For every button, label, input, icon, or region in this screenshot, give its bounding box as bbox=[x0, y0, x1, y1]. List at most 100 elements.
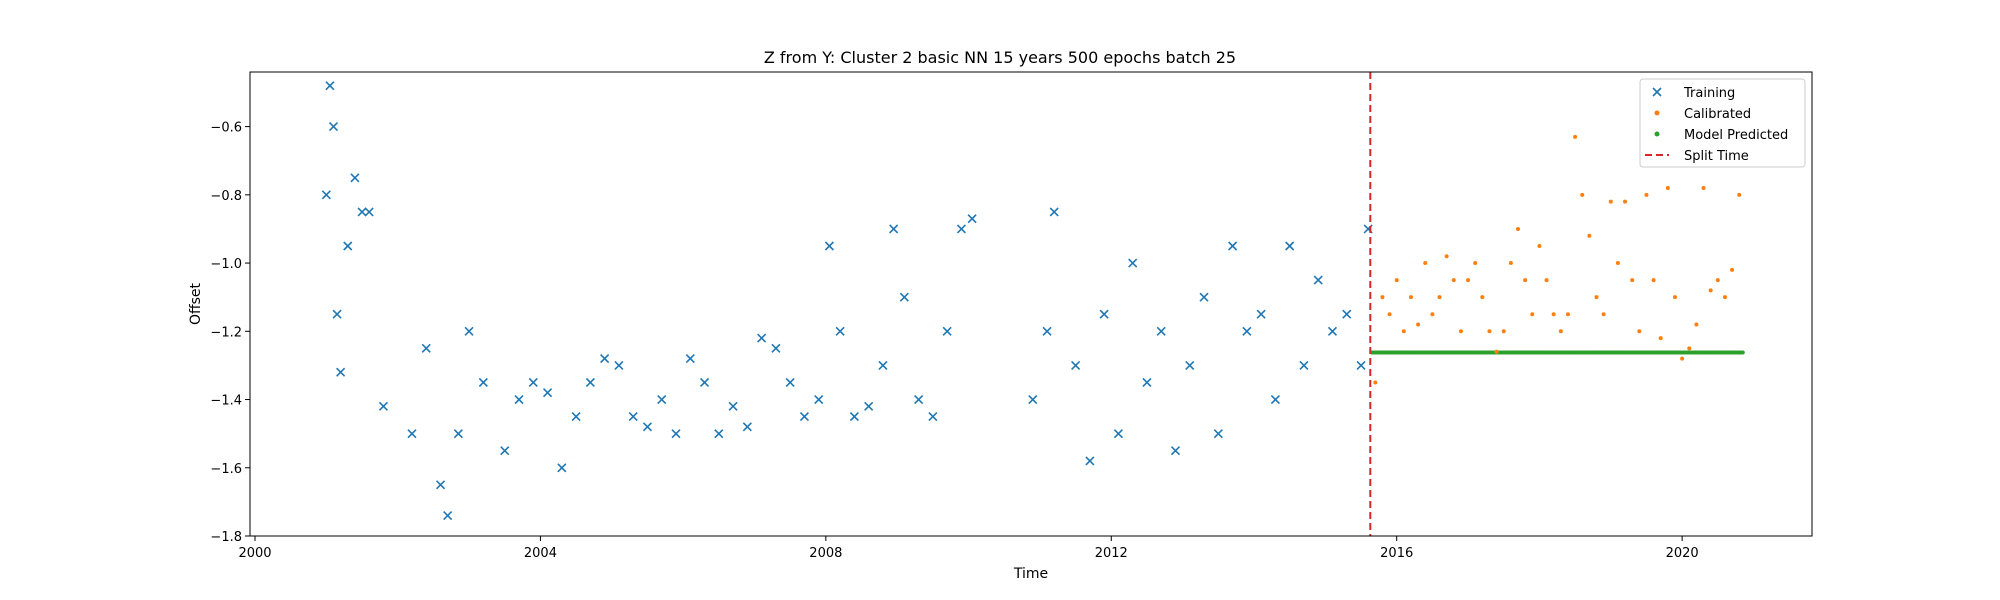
calibrated-point bbox=[1416, 322, 1421, 327]
x-tick-label: 2008 bbox=[809, 546, 842, 561]
calibrated-point bbox=[1573, 134, 1578, 139]
training-point bbox=[899, 292, 909, 302]
calibrated-point bbox=[1637, 329, 1642, 334]
calibrated-point bbox=[1701, 186, 1706, 190]
training-point bbox=[1099, 309, 1109, 319]
training-point bbox=[814, 394, 824, 405]
calibrated-point bbox=[1537, 244, 1542, 248]
training-point bbox=[714, 429, 724, 439]
training-point bbox=[443, 510, 453, 521]
y-axis-label: Offset bbox=[188, 282, 204, 325]
legend-label: Model Predicted bbox=[1684, 128, 1788, 143]
calibrated-point bbox=[1437, 295, 1442, 300]
calibrated-point bbox=[1530, 312, 1535, 317]
training-point bbox=[1285, 241, 1295, 251]
model-predicted-point bbox=[1740, 350, 1745, 355]
training-point bbox=[878, 360, 888, 370]
training-point bbox=[1213, 429, 1223, 439]
training-point bbox=[542, 388, 553, 398]
plot-frame bbox=[249, 71, 1813, 537]
legend-marker-training bbox=[1652, 87, 1662, 97]
training-point bbox=[1228, 241, 1238, 251]
calibrated-point bbox=[1551, 312, 1556, 317]
legend: Training Calibrated Model Predicted Split T… bbox=[1639, 78, 1806, 168]
calibrated-point bbox=[1708, 288, 1713, 293]
calibrated-point bbox=[1516, 226, 1521, 231]
x-tick-label: 2016 bbox=[1380, 546, 1413, 561]
calibrated-point bbox=[1423, 261, 1428, 266]
training-point bbox=[1028, 394, 1038, 405]
calibrated-point bbox=[1722, 295, 1727, 300]
training-point bbox=[1128, 258, 1138, 268]
training-point bbox=[453, 429, 463, 439]
training-point bbox=[799, 412, 810, 422]
data-marks bbox=[321, 72, 1745, 536]
x-tick-label: 2020 bbox=[1666, 546, 1699, 561]
training-point bbox=[1170, 446, 1181, 456]
calibrated-point bbox=[1558, 329, 1563, 334]
training-point bbox=[642, 422, 653, 432]
training-point bbox=[332, 309, 342, 319]
calibrated-point bbox=[1544, 278, 1549, 283]
calibrated-point bbox=[1401, 329, 1406, 334]
chart-title: Z from Y: Cluster 2 basic NN 15 years 50… bbox=[764, 48, 1236, 67]
training-point bbox=[514, 394, 524, 405]
plot-area bbox=[250, 72, 1812, 536]
training-point bbox=[699, 377, 710, 388]
training-point bbox=[378, 401, 389, 411]
training-point bbox=[785, 377, 795, 388]
training-point bbox=[657, 394, 667, 405]
calibrated-point bbox=[1466, 278, 1471, 283]
training-point bbox=[1085, 456, 1095, 466]
calibrated-point bbox=[1694, 322, 1699, 327]
calibrated-point bbox=[1601, 312, 1606, 317]
training-point bbox=[614, 360, 624, 370]
calibrated-point bbox=[1730, 267, 1735, 272]
y-tick-label: −1.6 bbox=[210, 462, 242, 477]
training-point bbox=[350, 173, 360, 183]
training-point bbox=[1156, 326, 1166, 336]
calibrated-point bbox=[1380, 295, 1385, 300]
training-point bbox=[1042, 326, 1052, 336]
training-point bbox=[328, 122, 339, 132]
legend-label: Calibrated bbox=[1684, 107, 1751, 122]
y-tick-label: −1.8 bbox=[210, 530, 242, 545]
x-tick-label: 2012 bbox=[1095, 546, 1128, 561]
training-point bbox=[364, 207, 374, 217]
legend-label: Split Time bbox=[1684, 149, 1749, 164]
training-point bbox=[1049, 207, 1059, 217]
training-point bbox=[571, 412, 581, 422]
training-point bbox=[500, 446, 510, 456]
y-tick-label: −0.6 bbox=[210, 121, 242, 136]
training-point bbox=[1199, 292, 1209, 302]
y-tick-label: −1.2 bbox=[210, 325, 242, 340]
training-point bbox=[771, 343, 781, 353]
calibrated-point bbox=[1394, 278, 1399, 283]
training-point bbox=[685, 354, 695, 364]
training-point bbox=[478, 377, 488, 388]
training-point bbox=[1299, 360, 1309, 370]
training-point bbox=[325, 81, 335, 91]
calibrated-point bbox=[1487, 329, 1492, 334]
training-point bbox=[585, 377, 595, 388]
calibrated-point bbox=[1387, 312, 1392, 317]
calibrated-point bbox=[1451, 278, 1456, 283]
y-tick-label: −1.0 bbox=[210, 257, 242, 272]
calibrated-point bbox=[1587, 233, 1592, 238]
training-point bbox=[1342, 309, 1352, 319]
calibrated-point bbox=[1408, 295, 1413, 300]
training-point bbox=[942, 326, 952, 336]
training-point bbox=[557, 463, 567, 473]
training-point bbox=[967, 214, 977, 224]
calibrated-point bbox=[1523, 278, 1528, 283]
training-point bbox=[343, 241, 353, 251]
training-point bbox=[1142, 377, 1152, 388]
training-point bbox=[600, 354, 610, 364]
training-point bbox=[407, 429, 417, 439]
x-tick-label: 2004 bbox=[524, 546, 557, 561]
training-point bbox=[421, 343, 431, 353]
calibrated-point bbox=[1565, 312, 1570, 317]
training-point bbox=[956, 224, 966, 234]
calibrated-point bbox=[1665, 186, 1670, 190]
